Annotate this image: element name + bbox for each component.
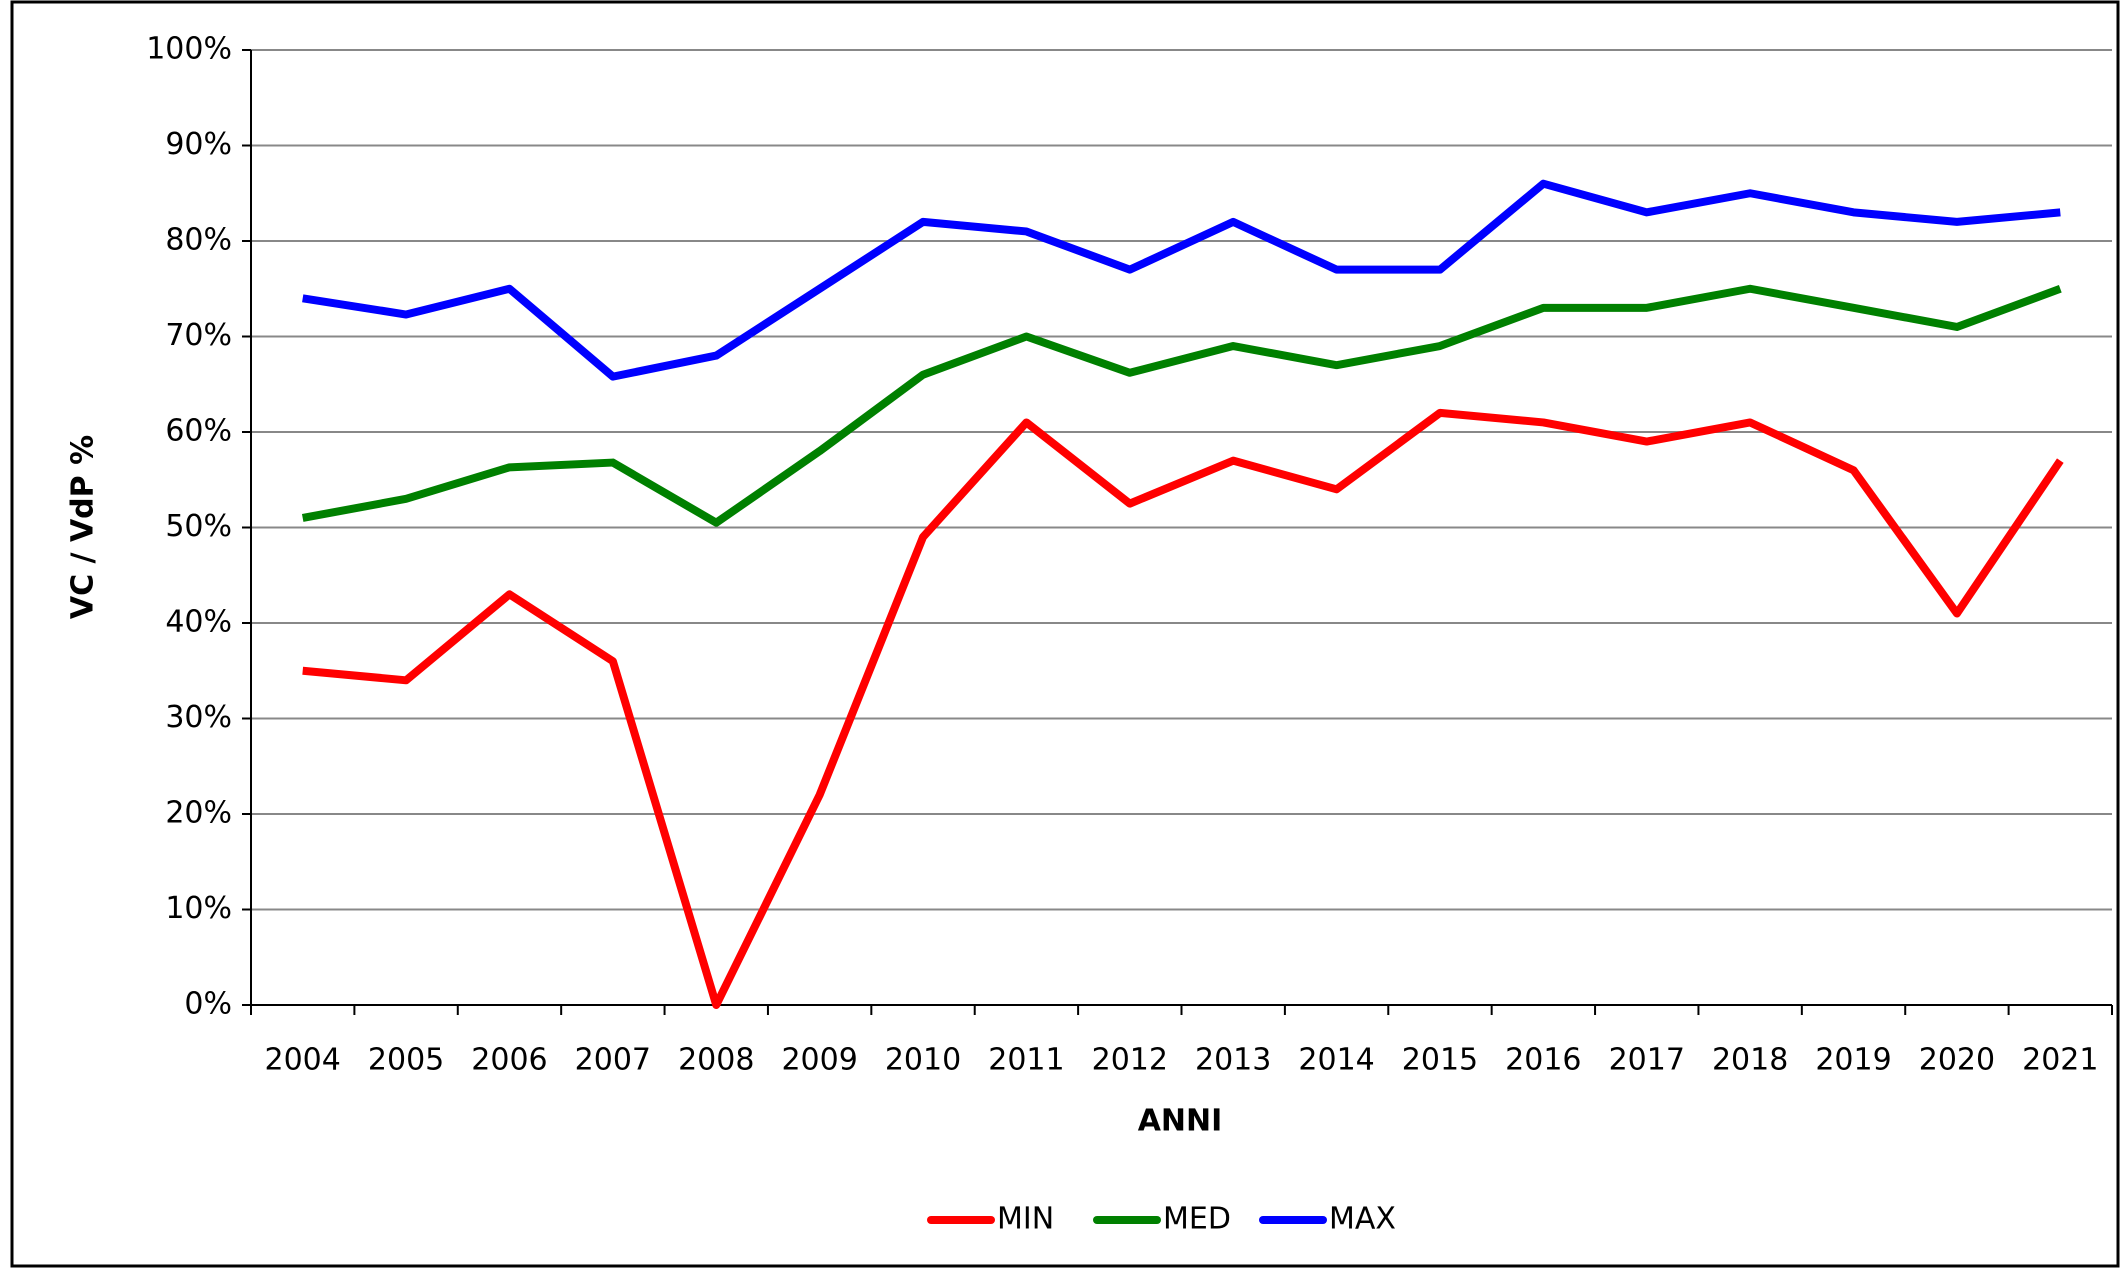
x-axis-title: ANNI [1138,1104,1223,1139]
x-tick-label: 2018 [1712,1043,1788,1078]
x-tick-label: 2014 [1298,1043,1374,1078]
y-tick-label: 100% [146,32,232,67]
x-tick-label: 2013 [1195,1043,1271,1078]
x-tick-label: 2020 [1919,1043,1995,1078]
y-tick-label: 40% [165,605,232,640]
line-series [301,284,2062,527]
line-series [302,408,2064,1009]
line-series [302,179,2061,381]
x-tick-label: 2015 [1402,1043,1478,1078]
x-tick-label: 2019 [1815,1043,1891,1078]
x-tick-label: 2005 [368,1043,444,1078]
y-tick-label: 0% [184,987,232,1022]
y-tick-label: 50% [165,509,232,544]
y-tick-label: 90% [165,127,232,162]
x-tick-label: 2010 [885,1043,961,1078]
x-tick-label: 2009 [781,1043,857,1078]
y-tick-label: 10% [165,891,232,926]
y-tick-label: 70% [165,318,232,353]
y-tick-label: 20% [165,796,232,831]
x-tick-label: 2008 [678,1043,754,1078]
chart-frame [10,0,2120,1268]
x-tick-label: 2012 [1092,1043,1168,1078]
x-tick-label: 2004 [265,1043,341,1078]
y-tick-label: 60% [165,414,232,449]
x-tick-label: 2016 [1505,1043,1581,1078]
x-tick-label: 2007 [575,1043,651,1078]
y-tick-label: 80% [165,223,232,258]
legend-label: MAX [1329,1202,1396,1237]
y-tick-label: 30% [165,700,232,735]
x-tick-label: 2006 [471,1043,547,1078]
x-tick-label: 2017 [1609,1043,1685,1078]
y-axis-title: VC / VdP % [66,435,101,619]
x-tick-label: 2021 [2022,1043,2098,1078]
legend-label: MIN [997,1202,1054,1237]
x-tick-label: 2011 [988,1043,1064,1078]
legend-label: MED [1163,1202,1231,1237]
